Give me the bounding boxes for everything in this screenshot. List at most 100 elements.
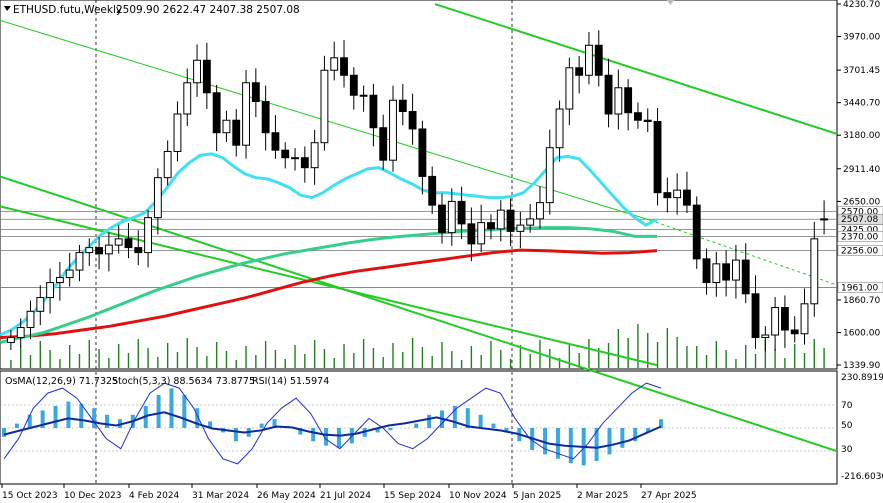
candle-body [281,149,290,159]
candle-body [114,238,123,246]
rsi-line [3,411,662,449]
candle-body [193,59,201,84]
candle-body [65,269,74,279]
osma-bar [504,428,509,433]
time-tick-label: 15 Oct 2023 [2,491,58,501]
time-tick-label: 5 Jan 2025 [513,491,561,501]
price-tick-label: 3970.00 [843,33,880,43]
time-tick-label: 10 Nov 2024 [449,491,507,501]
candle-body [349,74,358,96]
candle-body [212,92,221,134]
candle-body [55,277,64,284]
price-tick-label: 3180.00 [843,131,880,141]
candle-body [702,258,711,284]
candle-body [418,128,427,177]
channel-extension-line [649,219,838,286]
candle-body [124,238,133,249]
osma-bar [452,406,457,428]
osma-bar [375,428,380,433]
candle-body [320,69,329,144]
osma-bar [105,414,110,428]
price-axis[interactable]: 4230.70 3970.00 3701.45 3440.70 3180.00 2911.… [837,0,883,371]
price-tick-label: 1860.70 [843,296,880,306]
osc-axis-label: 50 [841,421,853,431]
candle-body [751,293,760,339]
candle-body [153,177,162,219]
candle-body [643,119,652,122]
candle-body [398,99,407,112]
candle-body [692,204,701,260]
osma-header: OsMA(12,26,9) 71.7325 [5,376,118,387]
osma-bar [14,423,19,428]
osma-bar [659,419,663,428]
candle-body [457,200,466,225]
dropdown-arrow-icon[interactable] [4,6,11,11]
candle-body [428,175,437,206]
candle-body [731,259,740,281]
candle-body [36,297,45,312]
stoch-header: Stoch(5,3,3) 88.5634 73.8775 [112,376,255,387]
candle-body [624,87,633,114]
osma-bar [27,414,32,428]
candle-body [585,44,593,76]
candle-body [389,99,397,161]
candle-body [340,57,348,76]
candle-body [85,247,94,254]
candle-body [810,238,819,305]
candle-body [183,82,192,115]
level-price-label: 2256.00 [841,247,878,257]
osma-bar [543,428,548,455]
candle-body [555,108,564,149]
candle-body [604,74,613,115]
candle-body [545,147,554,204]
candle-body [202,59,211,94]
candle-body [741,259,750,295]
candle-body [408,110,417,130]
osma-bar [620,428,625,448]
time-tick-label: 15 Sep 2024 [384,491,441,501]
level-price-box [837,245,883,256]
osma-bar [156,395,161,428]
candle-body [565,67,574,110]
level-price-label: 2425.00 [841,225,878,235]
candle-body [467,223,476,245]
oscillator-pane[interactable] [0,370,838,485]
candle-body [261,100,270,134]
osma-bar [208,421,213,428]
candle-body [800,303,809,335]
candle-body [683,189,691,206]
time-axis[interactable]: 15 Oct 2023 10 Dec 2023 4 Feb 2024 31 Mar 2… [1,484,697,501]
candle-body [379,127,388,161]
osma-bar [491,423,496,428]
osma-bar [555,428,560,459]
shift-marker-icon[interactable] [667,0,674,5]
candle-body [673,189,682,199]
candle-body [330,57,339,71]
level-price-label: 2570.00 [841,207,878,217]
candle-body [300,157,309,169]
candle-body [516,224,525,232]
oscillator-axis[interactable]: 230.8919 70 50 30 -216.6030 [841,373,883,482]
price-tick-label: 3701.45 [843,66,880,76]
candle-body [291,157,299,160]
candlestick-series [6,30,829,352]
candle-body [575,67,584,76]
osma-bar [607,428,612,455]
candle-body [477,222,486,245]
candle-body [594,44,603,76]
osma-bar [336,428,341,448]
price-tick-label: 2911.40 [843,165,880,175]
candle-body [820,218,829,221]
osc-axis-label: -216.6030 [841,472,883,482]
candle-body [536,202,544,220]
level-price-label: 2507.08 [841,215,878,225]
candle-body [438,204,446,234]
osma-bar [646,428,651,433]
candle-body [526,218,535,226]
osma-bar [414,423,419,428]
osma-bar [66,401,71,428]
channel-upper-line [434,3,838,135]
candle-body [359,94,368,97]
candle-body [496,209,505,230]
